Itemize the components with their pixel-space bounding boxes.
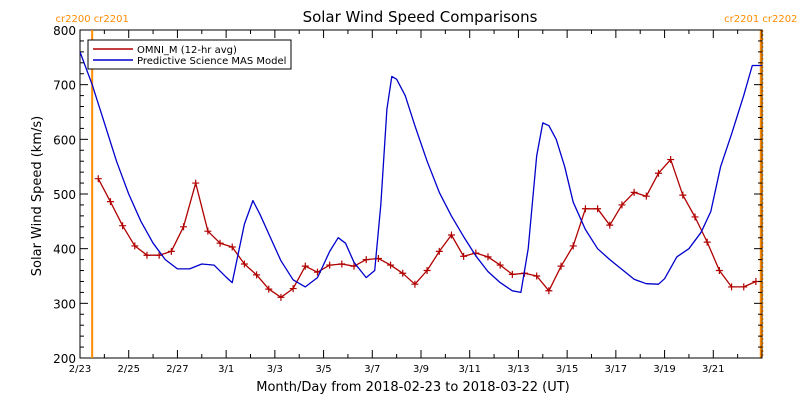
data-point: [180, 223, 188, 231]
data-point: [642, 192, 650, 200]
x-tick-label: 3/1: [218, 364, 234, 375]
data-point: [618, 201, 626, 209]
data-point: [447, 231, 455, 239]
x-tick-label: 3/9: [413, 364, 429, 375]
data-point: [484, 253, 492, 261]
data-point: [131, 242, 139, 250]
data-point: [399, 269, 407, 277]
data-point: [240, 260, 248, 268]
data-point: [594, 205, 602, 213]
x-tick-label: 3/7: [364, 364, 380, 375]
x-tick-label: 3/5: [316, 364, 332, 375]
x-tick-label: 3/21: [702, 364, 724, 375]
rotation-marker-label: cr2201 cr2202: [724, 14, 797, 25]
data-point: [496, 261, 504, 269]
y-tick-label: 800: [53, 24, 76, 38]
data-point: [338, 260, 346, 268]
legend-entry: Predictive Science MAS Model: [137, 56, 286, 67]
y-tick-label: 200: [53, 352, 76, 366]
data-point: [460, 252, 468, 260]
data-point: [679, 191, 687, 199]
data-point: [94, 175, 102, 183]
data-point: [557, 262, 565, 270]
series-line-mas-model: [79, 51, 762, 294]
data-point: [654, 169, 662, 177]
plot-area: [79, 29, 763, 359]
data-point: [715, 267, 723, 275]
data-point: [630, 188, 638, 196]
data-point: [253, 271, 261, 279]
data-point: [423, 267, 431, 275]
data-point: [228, 243, 236, 251]
legend-entry: OMNI_M (12-hr avg): [137, 45, 237, 56]
legend-box: [87, 39, 292, 70]
x-tick-label: 2/27: [166, 364, 188, 375]
plot-frame: [79, 29, 763, 359]
data-point: [326, 261, 334, 269]
data-point: [143, 251, 151, 259]
x-tick-label: 3/13: [507, 364, 529, 375]
data-point: [581, 205, 589, 213]
data-point: [277, 293, 285, 301]
x-tick-label: 3/19: [653, 364, 675, 375]
x-tick-label: 2/25: [117, 364, 139, 375]
data-point: [435, 247, 443, 255]
y-tick-label: 600: [53, 133, 76, 147]
data-point: [606, 221, 614, 229]
data-point: [667, 156, 675, 164]
rotation-marker-label: cr2200 cr2201: [56, 14, 129, 25]
data-point: [691, 213, 699, 221]
chart-title: Solar Wind Speed Comparisons: [303, 8, 538, 26]
data-point: [387, 261, 395, 269]
y-tick-label: 400: [53, 243, 76, 257]
axes: 200 300 400 500 600 700 800 2/23 2/25 2/27 3/1 3/3 3…: [53, 24, 763, 375]
data-point: [703, 238, 711, 246]
data-point: [533, 272, 541, 280]
data-point: [265, 285, 273, 293]
data-point: [106, 198, 114, 206]
x-tick-label: 3/11: [458, 364, 480, 375]
data-point: [740, 283, 748, 291]
data-point: [411, 280, 419, 288]
series-line-omni: [97, 158, 757, 298]
legend: OMNI_M (12-hr avg)Predictive Science MAS…: [87, 39, 292, 70]
y-axis-label: Solar Wind Speed (km/s): [30, 116, 45, 276]
data-point: [289, 285, 297, 293]
data-point: [119, 222, 127, 230]
data-point: [204, 227, 212, 235]
x-axis-label: Month/Day from 2018-02-23 to 2018-03-22 …: [256, 380, 569, 395]
x-tick-label: 2/23: [69, 364, 91, 375]
data-point: [728, 283, 736, 291]
data-point: [192, 179, 200, 187]
x-tick-label: 3/3: [267, 364, 283, 375]
x-tick-label: 3/17: [605, 364, 627, 375]
x-tick-label: 3/15: [556, 364, 578, 375]
data-point: [362, 256, 370, 264]
y-tick-label: 300: [53, 297, 76, 311]
data-point: [569, 242, 577, 250]
y-tick-label: 500: [53, 188, 76, 202]
data-point: [167, 247, 175, 255]
data-point: [508, 270, 516, 278]
y-tick-label: 700: [53, 79, 76, 93]
data-point: [301, 262, 309, 270]
series-layer: [79, 51, 762, 301]
data-point: [545, 287, 553, 295]
data-point: [216, 239, 224, 247]
